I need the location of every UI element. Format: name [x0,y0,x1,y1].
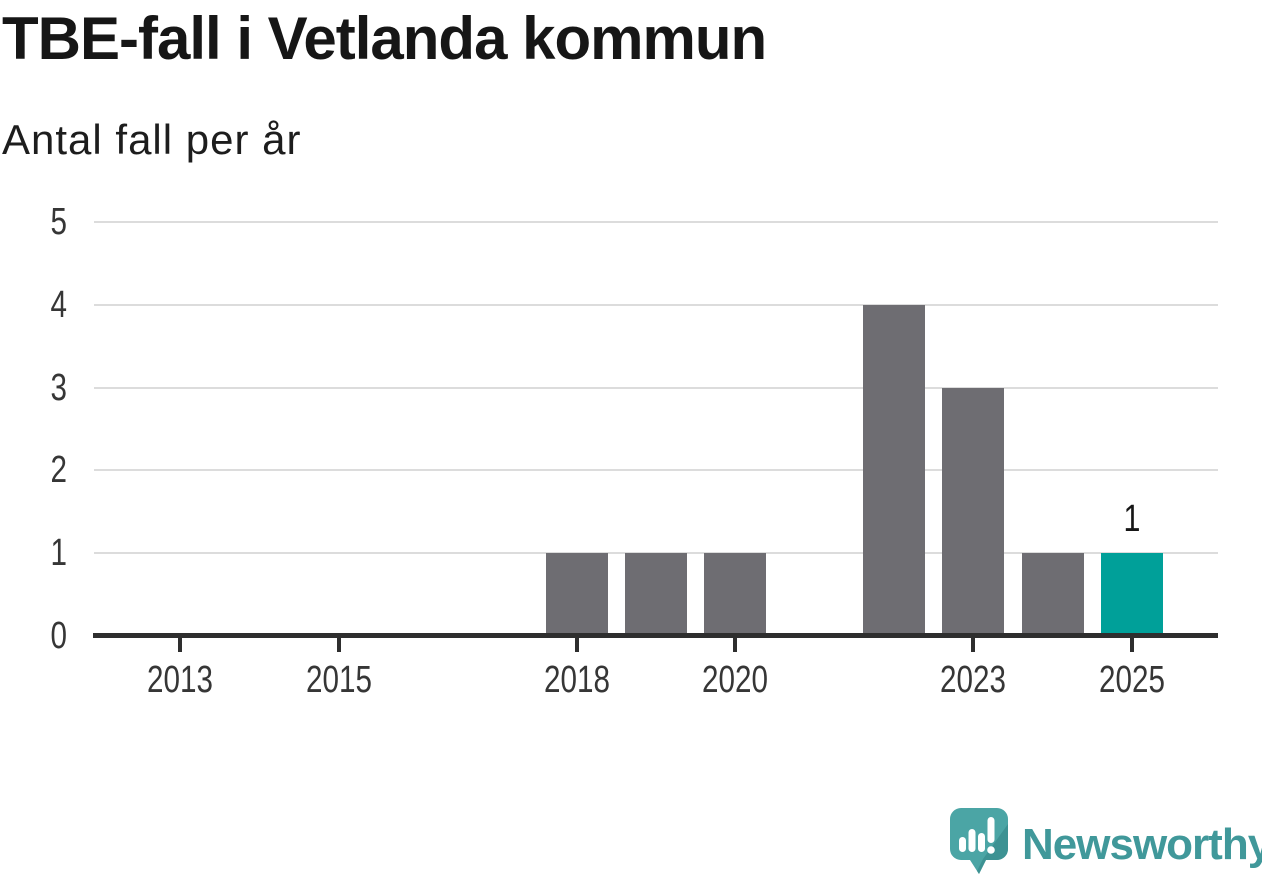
x-axis-line [93,633,1218,638]
x-tick-label-2018: 2018 [544,659,610,701]
x-tick-label-2020: 2020 [702,659,768,701]
gridline-3 [94,387,1218,389]
x-tick-label-2025: 2025 [1099,659,1165,701]
bar-2025 [1101,553,1163,635]
bar-2022 [863,305,925,635]
chart-subtitle: Antal fall per år [2,116,302,163]
x-tick-label-2023: 2023 [940,659,1006,701]
y-tick-label-5: 5 [50,201,67,243]
x-axis-tick-2013 [178,638,182,652]
gridline-5 [94,221,1218,223]
bar-2019 [625,553,687,635]
x-axis-tick-2018 [575,638,579,652]
x-axis-tick-2025 [1130,638,1134,652]
gridline-4 [94,304,1218,306]
bar-2018 [546,553,608,635]
newsworthy-logo: Newsworthy [948,806,1262,878]
y-tick-label-0: 0 [50,615,67,657]
newsworthy-speech-bubble-bar-chart-icon [950,808,1008,874]
chart-title: TBE-fall i Vetlanda kommun [2,5,767,72]
y-tick-label-4: 4 [50,284,67,326]
bar-2020 [704,553,766,635]
x-tick-label-2015: 2015 [306,659,372,701]
x-axis-tick-2020 [733,638,737,652]
y-tick-label-3: 3 [50,367,67,409]
bar-2024 [1022,553,1084,635]
bar-value-label-2025: 1 [1123,498,1141,540]
x-axis-tick-2015 [337,638,341,652]
bar-2023 [942,388,1004,635]
y-tick-label-1: 1 [50,532,67,574]
gridline-2 [94,469,1218,471]
newsworthy-logo-text: Newsworthy [1022,820,1262,869]
y-tick-label-2: 2 [50,449,67,491]
x-axis-tick-2023 [971,638,975,652]
x-tick-label-2013: 2013 [147,659,213,701]
